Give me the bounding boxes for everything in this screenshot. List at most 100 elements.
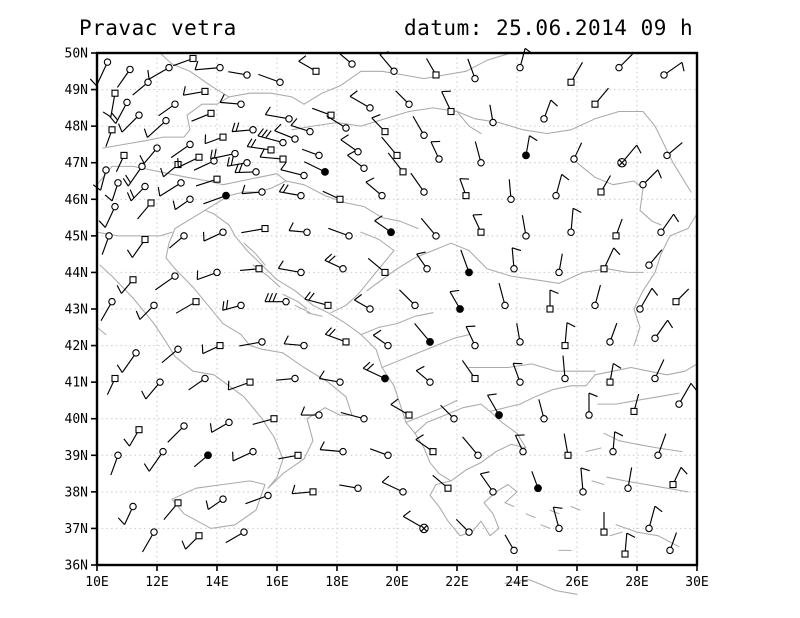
barb-feather [241, 184, 246, 194]
barb-shaft [147, 120, 167, 138]
station-marker-circle [138, 162, 146, 171]
wind-barb [570, 142, 583, 163]
barb-feather [365, 177, 375, 183]
station-marker-circle [339, 265, 347, 273]
barb-feather [511, 247, 522, 252]
station-marker-circle [477, 158, 485, 167]
station-marker-circle [675, 400, 683, 408]
wind-barb [461, 360, 479, 383]
wind-barb [194, 60, 224, 72]
station-marker-circle [360, 414, 368, 423]
wind-barb [304, 291, 332, 309]
station-marker-circle [231, 149, 239, 158]
station-marker-square [597, 188, 605, 196]
station-marker-square [672, 298, 680, 306]
wind-barb [354, 293, 374, 313]
station-marker-circle [651, 334, 659, 343]
barb-feather [182, 86, 186, 96]
barb-feather [181, 540, 187, 550]
barb-feather [172, 200, 176, 210]
barb-feather [613, 247, 621, 256]
station-marker-circle [105, 232, 113, 240]
wind-barb [340, 411, 368, 423]
station-marker-circle [102, 166, 110, 174]
wind-barb [115, 151, 128, 172]
station-marker-square [147, 199, 155, 207]
barb-feather [654, 505, 663, 513]
station-marker-circle [336, 378, 344, 386]
station-marker-circle [384, 451, 392, 460]
station-marker-circle [135, 111, 143, 119]
barb-feather [102, 111, 112, 118]
wind-barb [651, 359, 665, 383]
wind-barb [609, 431, 624, 456]
station-marker-square [192, 298, 200, 306]
barb-feather [415, 365, 425, 372]
wind-barb [339, 484, 362, 492]
station-marker-circle [201, 374, 209, 383]
barb-feather [272, 292, 278, 302]
station-marker-circle [609, 447, 617, 456]
barb-feather [116, 364, 123, 373]
wind-barb [479, 471, 497, 496]
station-marker-filled [456, 305, 464, 313]
station-marker-circle [252, 168, 260, 176]
coastline-path [222, 173, 287, 186]
station-marker-circle [378, 191, 386, 200]
station-marker-circle [579, 488, 587, 496]
x-tick-label-14E: 14E [205, 575, 228, 590]
barb-feather [265, 130, 272, 139]
y-tick-label-39N: 39N [65, 449, 88, 464]
barb-feather [122, 177, 129, 187]
wind-barb [374, 215, 395, 237]
wind-barb [104, 179, 122, 202]
barb-shaft [340, 411, 365, 420]
wind-barb [666, 532, 678, 555]
wind-barb [193, 451, 212, 468]
wind-barb [510, 247, 522, 273]
station-marker-circle [162, 116, 170, 125]
barb-feather [328, 255, 336, 263]
station-marker-circle [519, 447, 527, 456]
station-marker-square [600, 528, 608, 536]
station-marker-circle [237, 100, 245, 108]
wind-barb [516, 323, 524, 346]
station-marker-square [195, 532, 203, 540]
station-marker-circle [303, 228, 311, 236]
page-title: Pravac vetra [79, 16, 237, 40]
barb-shaft [167, 425, 185, 443]
wind-barb [116, 276, 137, 294]
wind-barb [157, 179, 185, 197]
wind-barb [516, 47, 533, 72]
barb-shaft [245, 494, 269, 505]
station-marker-square [207, 109, 215, 117]
barb-feather [123, 438, 130, 447]
wind-barb [324, 253, 347, 273]
coastline-path [360, 312, 434, 336]
coastline-path [594, 366, 686, 376]
barb-feather [230, 156, 234, 166]
wind-barb [322, 190, 344, 203]
barb-feather [129, 189, 135, 199]
barb-shaft [258, 73, 281, 83]
coastline-path [306, 312, 323, 317]
wind-barb [110, 451, 122, 476]
wind-barb [563, 433, 572, 459]
station-marker-circle [153, 144, 161, 152]
barb-shaft [580, 467, 584, 492]
wind-barb [225, 528, 248, 544]
station-marker-circle [342, 124, 350, 132]
station-marker-square [141, 235, 149, 244]
station-marker-circle [219, 228, 227, 236]
barb-shaft [121, 114, 140, 133]
barb-feather [246, 138, 253, 147]
barb-shaft [148, 451, 164, 472]
station-marker-circle [258, 188, 266, 196]
station-cross-stroke [420, 525, 428, 532]
station-marker-square [324, 301, 332, 309]
wind-barb [122, 162, 146, 187]
station-marker-square [405, 411, 413, 419]
station-marker-circle [645, 524, 653, 533]
wind-barb [259, 148, 287, 163]
